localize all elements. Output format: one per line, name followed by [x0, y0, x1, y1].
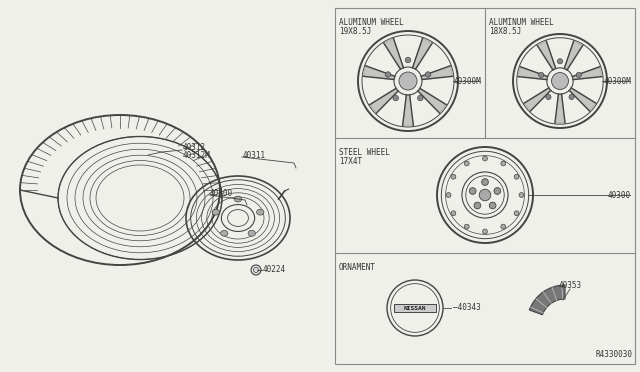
- Ellipse shape: [234, 196, 242, 202]
- Circle shape: [576, 72, 581, 77]
- Circle shape: [514, 211, 519, 216]
- Circle shape: [557, 59, 563, 64]
- Polygon shape: [418, 89, 446, 113]
- Circle shape: [501, 224, 506, 229]
- Polygon shape: [384, 38, 403, 69]
- Ellipse shape: [257, 209, 264, 215]
- Text: ALUMINUM WHEEL: ALUMINUM WHEEL: [339, 18, 404, 27]
- Circle shape: [483, 229, 488, 234]
- Ellipse shape: [221, 230, 228, 236]
- Polygon shape: [421, 66, 452, 80]
- Circle shape: [251, 265, 261, 275]
- Text: 18X8.5J: 18X8.5J: [489, 27, 522, 36]
- Polygon shape: [555, 94, 565, 123]
- Text: 40300: 40300: [608, 190, 631, 199]
- Ellipse shape: [248, 230, 255, 236]
- Text: 40312M: 40312M: [183, 151, 211, 160]
- Circle shape: [539, 72, 544, 77]
- Text: 40224: 40224: [263, 266, 286, 275]
- Text: 40353: 40353: [559, 282, 582, 291]
- Polygon shape: [569, 88, 596, 111]
- Bar: [335, 8, 635, 364]
- Circle shape: [385, 72, 391, 77]
- Circle shape: [446, 193, 451, 198]
- Text: 40312: 40312: [183, 144, 206, 153]
- Text: STEEL WHEEL: STEEL WHEEL: [339, 148, 390, 157]
- Circle shape: [489, 202, 496, 209]
- Polygon shape: [518, 67, 548, 80]
- Polygon shape: [364, 66, 395, 80]
- Text: 40300M: 40300M: [453, 77, 481, 86]
- Circle shape: [552, 73, 568, 89]
- Text: 17X4T: 17X4T: [339, 157, 362, 166]
- Polygon shape: [537, 41, 556, 70]
- Circle shape: [483, 156, 488, 161]
- Text: NISSAN: NISSAN: [404, 305, 426, 311]
- Circle shape: [474, 202, 481, 209]
- Bar: [394, 304, 436, 312]
- Circle shape: [451, 174, 456, 179]
- Circle shape: [514, 174, 519, 179]
- Polygon shape: [370, 89, 398, 113]
- Circle shape: [465, 161, 469, 166]
- Circle shape: [425, 72, 431, 77]
- Wedge shape: [529, 285, 565, 315]
- Circle shape: [393, 95, 399, 101]
- Circle shape: [501, 161, 506, 166]
- Circle shape: [469, 187, 476, 194]
- Polygon shape: [403, 95, 413, 126]
- Text: ORNAMENT: ORNAMENT: [339, 263, 376, 272]
- Ellipse shape: [212, 209, 220, 215]
- Polygon shape: [524, 88, 551, 111]
- Text: 40300M: 40300M: [604, 77, 631, 86]
- Text: 40300: 40300: [210, 189, 233, 198]
- Circle shape: [482, 179, 488, 185]
- Polygon shape: [413, 38, 432, 69]
- Text: –40343: –40343: [453, 304, 481, 312]
- Text: R4330030: R4330030: [595, 350, 632, 359]
- Circle shape: [451, 211, 456, 216]
- Circle shape: [494, 187, 500, 194]
- Text: 40311: 40311: [243, 151, 266, 160]
- Circle shape: [405, 57, 411, 63]
- Circle shape: [465, 224, 469, 229]
- Polygon shape: [572, 67, 602, 80]
- Circle shape: [569, 94, 574, 100]
- Text: ALUMINUM WHEEL: ALUMINUM WHEEL: [489, 18, 554, 27]
- Circle shape: [546, 94, 551, 100]
- Text: 19X8.5J: 19X8.5J: [339, 27, 371, 36]
- Circle shape: [417, 95, 423, 101]
- Polygon shape: [564, 41, 583, 70]
- Circle shape: [519, 193, 524, 198]
- Circle shape: [479, 189, 491, 201]
- Circle shape: [399, 72, 417, 90]
